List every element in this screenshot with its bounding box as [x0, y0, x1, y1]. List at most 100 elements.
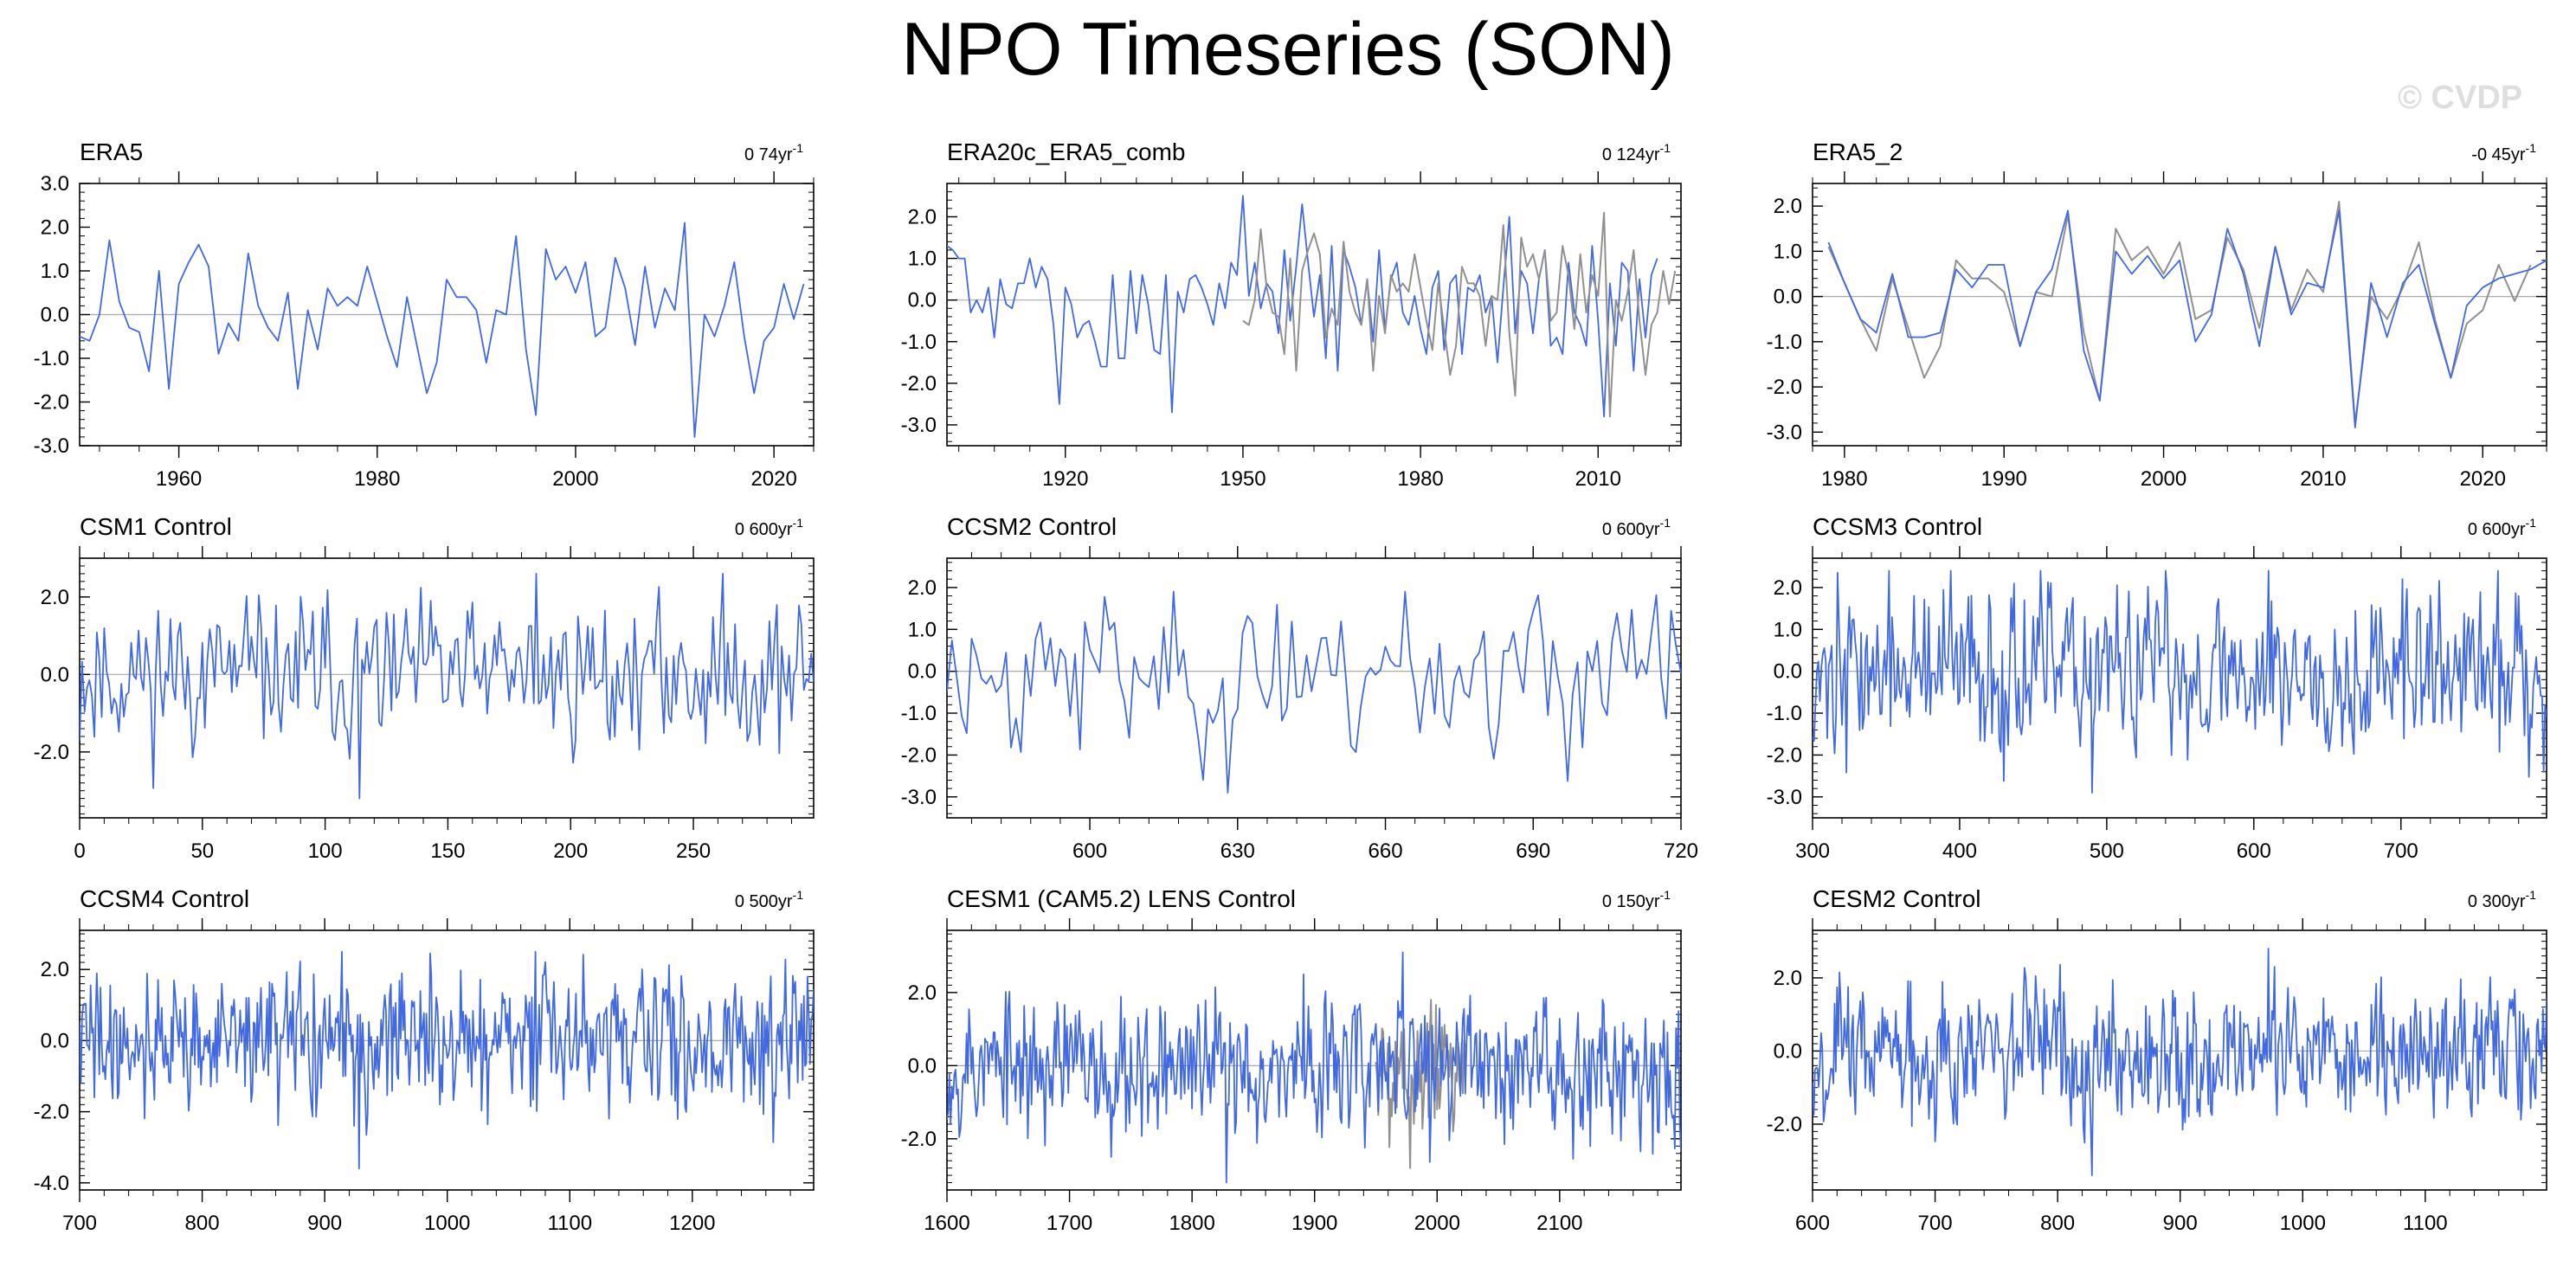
y-tick-label: 2.0 — [1774, 967, 1802, 990]
trend-unit: -1 — [1660, 888, 1671, 902]
x-tick-label: 700 — [2384, 839, 2418, 863]
trend-unit: -1 — [2526, 888, 2537, 902]
trend-unit: -1 — [793, 888, 804, 902]
panel-title: CCSM2 Control — [947, 513, 1117, 540]
trend-unit: -1 — [2526, 516, 2537, 530]
model-series-line — [80, 573, 814, 800]
x-tick-label: 2100 — [1536, 1212, 1582, 1235]
x-tick-label: 1990 — [1981, 467, 2027, 491]
y-tick-label: -3.0 — [1767, 421, 1802, 444]
model-series-line — [947, 195, 1658, 418]
panel-title: ERA20c_ERA5_comb — [947, 138, 1185, 165]
y-tick-label: -2.0 — [34, 391, 69, 415]
obs-series-line — [1827, 200, 2532, 424]
model-series-line — [947, 590, 1681, 794]
x-tick-label: 2000 — [552, 467, 598, 491]
x-tick-label: 1800 — [1169, 1212, 1214, 1235]
y-tick-label: 3.0 — [41, 172, 69, 196]
trend-label: 0 74yr-1 — [744, 141, 803, 164]
x-tick-label: 1100 — [547, 1212, 592, 1235]
x-tick-label: 1700 — [1046, 1212, 1092, 1235]
panel-title: CSM1 Control — [80, 513, 232, 540]
y-tick-label: -3.0 — [901, 786, 937, 809]
y-tick-label: 0.0 — [41, 663, 69, 686]
obs-series-line — [1375, 999, 1466, 1169]
y-tick-label: -1.0 — [1767, 702, 1802, 725]
y-tick-label: 2.0 — [41, 216, 69, 240]
x-tick-label: 700 — [62, 1212, 97, 1235]
plot-frame — [1812, 929, 2547, 1191]
chart-panel-0: -3.0 -2.0 -1.0 0.0 1.0 2.0 3.0 1960 1980 2000 2020… — [34, 138, 815, 491]
x-tick-label: 2010 — [1575, 467, 1621, 491]
trend-label: 0 150yr-1 — [1602, 888, 1671, 911]
x-tick-label: 630 — [1220, 839, 1255, 863]
x-tick-label: 1950 — [1220, 467, 1265, 491]
x-tick-label: 720 — [1664, 839, 1698, 863]
y-tick-label: -1.0 — [34, 347, 69, 370]
chart-panel-4: -3.0 -2.0 -1.0 0.0 1.0 2.0 600 630 660 690 720 CCSM… — [901, 513, 1698, 863]
x-tick-label: 1960 — [156, 467, 202, 491]
panel-title: CCSM4 Control — [80, 885, 249, 912]
y-tick-label: -2.0 — [34, 1101, 69, 1124]
x-tick-label: 500 — [2090, 839, 2124, 863]
x-tick-label: 2000 — [2141, 467, 2186, 491]
y-tick-label: -1.0 — [901, 331, 937, 354]
plot-frame — [946, 557, 1682, 819]
y-tick-label: -3.0 — [901, 414, 937, 437]
x-tick-label: 100 — [308, 839, 343, 863]
x-tick-label: 1600 — [924, 1212, 969, 1235]
y-tick-label: -2.0 — [1767, 1113, 1802, 1136]
y-tick-label: -2.0 — [901, 372, 937, 396]
chart-panel-6: -4.0 -2.0 0.0 2.0 700 800 900 1000 1100 1200 CCSM4… — [34, 885, 815, 1235]
chart-panel-7: -2.0 0.0 2.0 1600 1700 1800 1900 2000 2100 CESM1 … — [901, 885, 1682, 1235]
x-tick-label: 690 — [1516, 839, 1550, 863]
model-series-line — [80, 950, 814, 1170]
trend-unit: -1 — [1660, 141, 1671, 155]
x-tick-label: 1000 — [424, 1212, 470, 1235]
model-series-line — [1827, 209, 2547, 429]
y-tick-label: 1.0 — [1774, 240, 1802, 263]
x-tick-label: 600 — [1072, 839, 1107, 863]
x-tick-label: 50 — [190, 839, 214, 863]
x-tick-label: 250 — [676, 839, 711, 863]
y-tick-label: 2.0 — [908, 981, 937, 1005]
y-tick-label: 0.0 — [41, 1029, 69, 1052]
y-tick-label: 0.0 — [1774, 1039, 1802, 1063]
y-tick-label: 0.0 — [1774, 660, 1802, 684]
x-tick-label: 600 — [1795, 1212, 1830, 1235]
model-series-line — [1813, 948, 2547, 1176]
x-tick-label: 300 — [1795, 839, 1830, 863]
x-tick-label: 1980 — [1397, 467, 1443, 491]
trend-unit: -1 — [1660, 516, 1671, 530]
y-tick-label: 0.0 — [1774, 286, 1802, 309]
y-tick-label: -3.0 — [1767, 786, 1802, 809]
trend-unit: -1 — [793, 516, 804, 530]
x-tick-label: 600 — [2237, 839, 2271, 863]
chart-panel-3: -2.0 0.0 2.0 0 50 100 150 200 250 CSM1 Control 0 6… — [34, 513, 815, 863]
plot-frame — [1812, 183, 2547, 447]
y-tick-label: -2.0 — [901, 1128, 937, 1151]
y-tick-label: 1.0 — [908, 248, 937, 271]
x-tick-label: 1920 — [1042, 467, 1088, 491]
y-tick-label: -3.0 — [34, 434, 69, 458]
y-tick-label: -1.0 — [901, 702, 937, 725]
model-series-line — [947, 951, 1681, 1184]
y-tick-label: 2.0 — [908, 205, 937, 228]
x-tick-label: 1980 — [1821, 467, 1867, 491]
model-series-line — [1813, 569, 2547, 794]
x-tick-label: 700 — [1918, 1212, 1953, 1235]
trend-unit: -1 — [2526, 141, 2537, 155]
trend-label: 0 300yr-1 — [2468, 888, 2536, 911]
y-tick-label: 1.0 — [1774, 618, 1802, 641]
trend-label: 0 600yr-1 — [735, 516, 803, 539]
x-tick-label: 2000 — [1414, 1212, 1460, 1235]
x-tick-label: 0 — [74, 839, 85, 863]
trend-label: 0 500yr-1 — [735, 888, 803, 911]
trend-label: 0 600yr-1 — [1602, 516, 1671, 539]
y-tick-label: 0.0 — [908, 289, 937, 312]
plot-frame — [79, 557, 815, 819]
x-tick-label: 150 — [430, 839, 465, 863]
y-tick-label: 1.0 — [41, 260, 69, 283]
trend-unit: -1 — [793, 141, 804, 155]
